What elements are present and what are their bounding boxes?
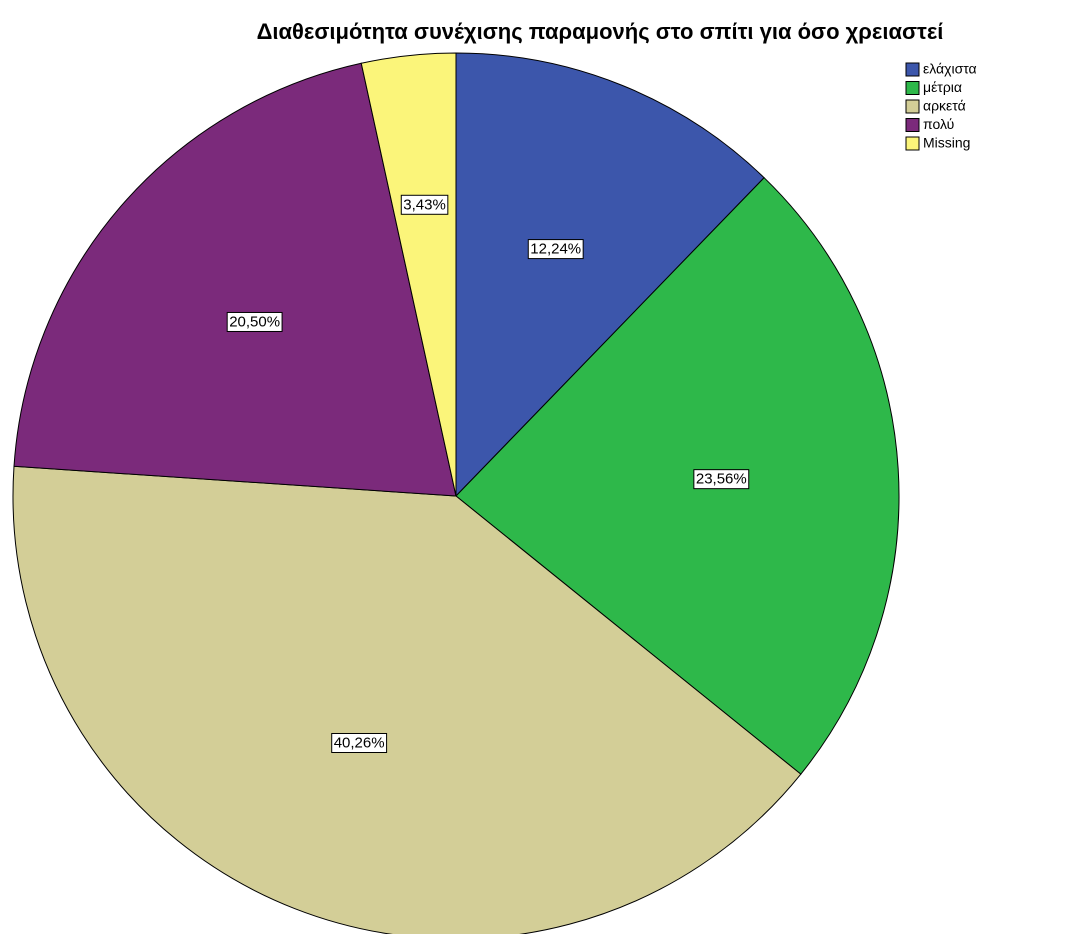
data-label-text: 3,43% [403, 196, 446, 213]
legend-label: Missing [923, 135, 970, 151]
legend-swatch [905, 99, 920, 114]
data-label: 3,43% [400, 194, 449, 215]
data-label: 23,56% [693, 469, 750, 490]
data-label-box [693, 469, 750, 490]
data-label-text: 40,26% [334, 734, 385, 751]
data-label: 20,50% [226, 311, 283, 332]
legend-swatch [905, 136, 920, 151]
pie-slice [455, 52, 765, 498]
pie-slice [12, 465, 802, 934]
legend-swatch [905, 81, 920, 95]
legend-swatch [905, 62, 920, 77]
data-label-text: 20,50% [229, 313, 280, 330]
data-label-box [527, 239, 584, 260]
data-label-box [331, 732, 388, 753]
data-label: 40,26% [331, 732, 388, 753]
pie-slice [360, 52, 457, 497]
chart-title: Διαθεσιμότητα συνέχισης παραμονής στο σπ… [257, 19, 944, 44]
pie-slice [13, 62, 457, 497]
legend-label: μέτρια [923, 79, 962, 95]
legend-label: ελάχιστα [923, 61, 977, 77]
data-label-box [226, 311, 283, 332]
legend-label: αρκετά [923, 98, 966, 114]
pie-slice [455, 176, 900, 775]
data-label-text: 23,56% [696, 471, 747, 488]
legend-swatch [905, 118, 920, 132]
data-label-text: 12,24% [530, 241, 581, 258]
data-label-box [400, 194, 449, 215]
data-label: 12,24% [527, 239, 584, 260]
legend-label: πολύ [923, 116, 954, 132]
